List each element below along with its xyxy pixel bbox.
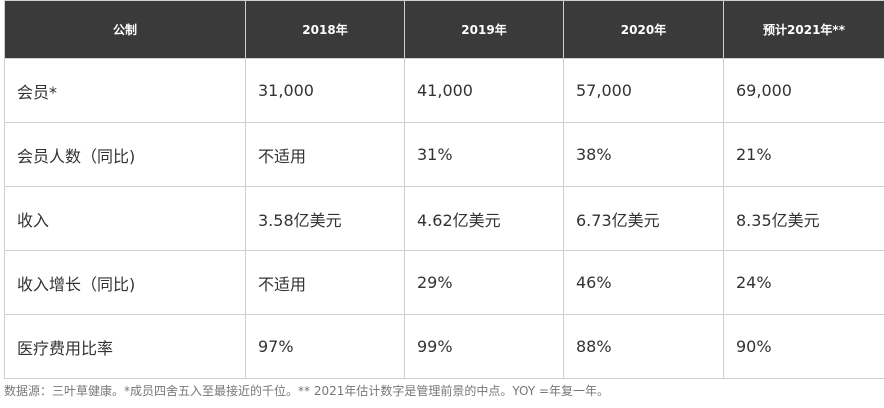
data-table: 公制 2018年 2019年 2020年 预计2021年** 会员* 31,00… bbox=[4, 0, 884, 379]
header-2021-estimate: 预计2021年** bbox=[723, 0, 884, 59]
table-cell: 6.73亿美元 bbox=[563, 186, 724, 251]
table-cell: 99% bbox=[404, 314, 564, 379]
header-metric: 公制 bbox=[4, 0, 246, 59]
source-footnote: 数据源：三叶草健康。*成员四舍五入至最接近的千位。** 2021年估计数字是管理… bbox=[4, 384, 610, 398]
table-cell: 46% bbox=[563, 250, 724, 315]
table-cell: 不适用 bbox=[245, 122, 405, 187]
row-label: 会员* bbox=[4, 58, 246, 123]
table-cell: 57,000 bbox=[563, 58, 724, 123]
table-cell: 3.58亿美元 bbox=[245, 186, 405, 251]
row-label: 收入增长（同比) bbox=[4, 250, 246, 315]
table-cell: 88% bbox=[563, 314, 724, 379]
table-cell: 41,000 bbox=[404, 58, 564, 123]
row-label: 医疗费用比率 bbox=[4, 314, 246, 379]
table-cell: 29% bbox=[404, 250, 564, 315]
table-cell: 90% bbox=[723, 314, 884, 379]
row-label: 会员人数（同比) bbox=[4, 122, 246, 187]
table-cell: 38% bbox=[563, 122, 724, 187]
table-cell: 4.62亿美元 bbox=[404, 186, 564, 251]
header-2019: 2019年 bbox=[404, 0, 564, 59]
table-cell: 31% bbox=[404, 122, 564, 187]
table-cell: 不适用 bbox=[245, 250, 405, 315]
table-cell: 97% bbox=[245, 314, 405, 379]
table-header-row: 公制 2018年 2019年 2020年 预计2021年** bbox=[4, 0, 884, 59]
header-2018: 2018年 bbox=[245, 0, 405, 59]
table-cell: 21% bbox=[723, 122, 884, 187]
row-label: 收入 bbox=[4, 186, 246, 251]
table-cell: 31,000 bbox=[245, 58, 405, 123]
table-row: 收入增长（同比) 不适用 29% 46% 24% bbox=[4, 250, 884, 315]
table-row: 会员* 31,000 41,000 57,000 69,000 bbox=[4, 58, 884, 123]
header-2020: 2020年 bbox=[563, 0, 724, 59]
table-cell: 8.35亿美元 bbox=[723, 186, 884, 251]
table-row: 会员人数（同比) 不适用 31% 38% 21% bbox=[4, 122, 884, 187]
table-cell: 69,000 bbox=[723, 58, 884, 123]
table-row: 医疗费用比率 97% 99% 88% 90% bbox=[4, 314, 884, 379]
table-cell: 24% bbox=[723, 250, 884, 315]
table-row: 收入 3.58亿美元 4.62亿美元 6.73亿美元 8.35亿美元 bbox=[4, 186, 884, 251]
